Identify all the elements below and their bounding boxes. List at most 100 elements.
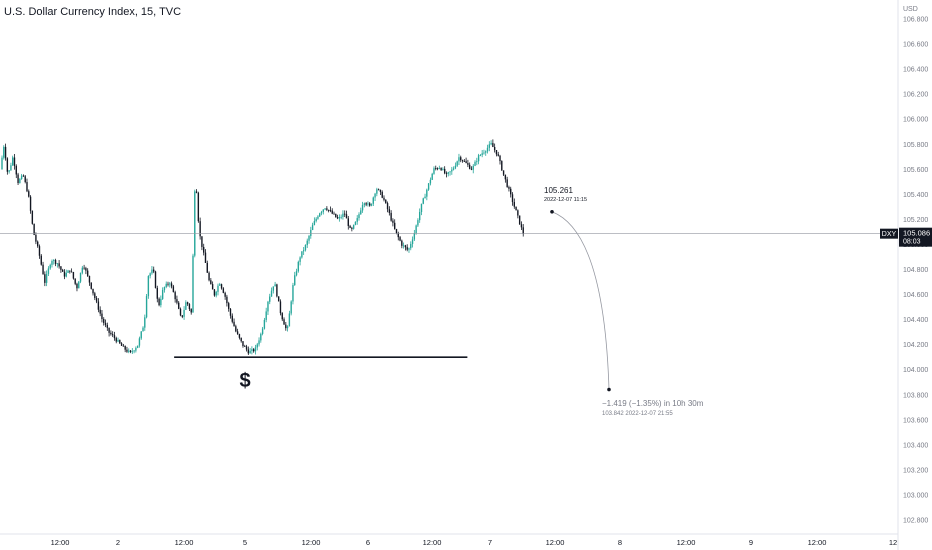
candle-body xyxy=(161,290,164,299)
candle-body xyxy=(265,311,267,320)
candle-body xyxy=(467,162,469,165)
candle-body xyxy=(24,176,26,183)
projection-start-price: 105.261 xyxy=(544,186,573,195)
candle-body xyxy=(344,213,346,215)
candle-body xyxy=(88,275,91,283)
time-tick-label: 8 xyxy=(618,538,622,547)
candle-body xyxy=(367,203,369,205)
candle-body xyxy=(374,193,376,198)
candle-body xyxy=(331,210,333,214)
candle-body xyxy=(517,210,519,216)
candle-body xyxy=(186,302,189,305)
candle-body xyxy=(365,203,367,205)
projection-start-point[interactable] xyxy=(550,209,554,214)
price-tick-label: 105.200 xyxy=(903,217,928,224)
candle-body xyxy=(452,168,455,170)
candle-body xyxy=(37,241,39,247)
candle-body xyxy=(235,326,237,332)
candle-body xyxy=(308,235,310,241)
price-tick-label: 102.800 xyxy=(903,518,928,525)
candle-body xyxy=(440,168,442,170)
candle-body xyxy=(435,168,437,169)
time-tick-label: 12:00 xyxy=(546,538,565,547)
candle-body xyxy=(431,173,433,180)
candle-body xyxy=(99,309,101,314)
candle-body xyxy=(436,168,439,170)
candle-body xyxy=(404,245,407,248)
candle-body xyxy=(117,340,119,342)
candle-body xyxy=(297,261,300,272)
candle-body xyxy=(269,296,271,302)
candle-body xyxy=(254,347,257,352)
candle-body xyxy=(302,250,305,252)
candle-body xyxy=(219,284,221,286)
candle-body xyxy=(158,298,160,306)
candle-body xyxy=(317,216,319,219)
candle-body xyxy=(29,196,32,211)
candle-body xyxy=(272,286,275,291)
candle-body xyxy=(347,218,349,226)
candle-body xyxy=(388,209,391,213)
candle-body xyxy=(363,203,366,205)
candle-body xyxy=(276,284,278,297)
candle-body xyxy=(245,346,248,350)
candle-body xyxy=(493,147,496,151)
time-axis[interactable]: 12:00 2 12:00 5 12:00 6 12:00 7 12:00 8 12:00 9 12:0… xyxy=(0,533,898,547)
candle-body xyxy=(183,309,185,317)
price-tick-label: 103.800 xyxy=(903,392,928,399)
candle-body xyxy=(44,274,46,283)
projection-curve[interactable] xyxy=(551,211,610,390)
candle-body xyxy=(95,298,98,302)
candle-body xyxy=(324,208,326,210)
candle-body xyxy=(135,347,137,351)
candle-body xyxy=(249,350,251,354)
candle-body xyxy=(126,349,128,352)
candle-body xyxy=(415,225,417,234)
candle-body xyxy=(299,257,301,262)
candle-body xyxy=(479,154,482,156)
candle-body xyxy=(238,334,241,338)
candle-body xyxy=(85,268,87,271)
candle-body xyxy=(83,267,85,269)
candle-body xyxy=(167,283,169,285)
time-tick-label: 12:00 xyxy=(677,538,696,547)
candle-body xyxy=(120,343,123,346)
candle-body xyxy=(411,239,414,244)
candle-body xyxy=(288,313,291,327)
candle-body xyxy=(208,272,210,281)
price-tick-label: 104.400 xyxy=(903,317,928,324)
projection-end-point[interactable] xyxy=(607,387,611,392)
candle-body xyxy=(310,229,312,236)
candle-body xyxy=(153,269,155,272)
candle-body xyxy=(69,270,71,272)
time-tick-label: 7 xyxy=(488,538,492,547)
candle-body xyxy=(17,174,19,183)
candle-body xyxy=(252,349,255,352)
symbol-badge xyxy=(880,228,898,239)
time-tick-label: 12:00 xyxy=(423,538,442,547)
candle-body xyxy=(58,263,60,267)
candle-body xyxy=(292,285,294,302)
candle-body xyxy=(361,204,364,211)
candle-body xyxy=(506,179,508,188)
candle-body xyxy=(401,240,403,246)
candle-body xyxy=(515,206,517,211)
price-tick-label: 105.800 xyxy=(903,142,928,149)
price-tick-label: 104.600 xyxy=(903,292,928,299)
candle-body xyxy=(169,283,171,285)
candle-body xyxy=(227,303,230,309)
candle-body xyxy=(477,155,480,162)
candle-body xyxy=(429,179,432,184)
candle-body xyxy=(390,212,392,221)
candle-body xyxy=(322,209,324,212)
price-axis[interactable]: USD 106.800 106.600 106.400 106.200 106.000 10… xyxy=(880,0,932,550)
current-price-value: 105.086 xyxy=(903,229,930,238)
candle-body xyxy=(301,251,303,258)
candle-body xyxy=(199,221,201,237)
candle-body xyxy=(476,161,478,163)
candle-body xyxy=(103,319,105,323)
candle-body xyxy=(327,209,330,211)
candle-body xyxy=(424,196,426,199)
candle-body xyxy=(356,218,358,222)
